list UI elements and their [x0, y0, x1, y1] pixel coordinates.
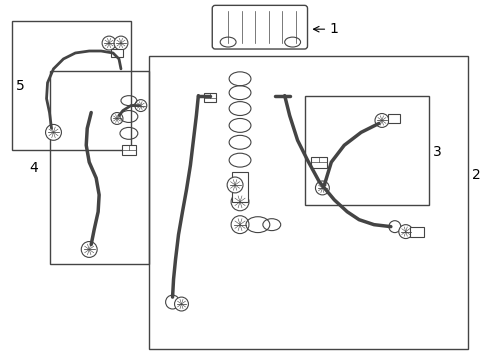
- Circle shape: [231, 193, 249, 211]
- Text: 1: 1: [329, 22, 338, 36]
- Text: 3: 3: [433, 145, 441, 159]
- Circle shape: [316, 181, 329, 195]
- Circle shape: [111, 113, 123, 125]
- Bar: [149, 56, 468, 349]
- Circle shape: [135, 100, 147, 112]
- Bar: [312, 157, 327, 168]
- Circle shape: [174, 297, 189, 311]
- Circle shape: [114, 36, 128, 50]
- Text: 2: 2: [472, 168, 481, 182]
- Bar: [12, 21, 131, 150]
- Circle shape: [399, 225, 413, 239]
- Circle shape: [231, 216, 249, 234]
- FancyBboxPatch shape: [212, 5, 308, 49]
- Circle shape: [227, 177, 243, 193]
- Text: 4: 4: [30, 161, 38, 175]
- Circle shape: [46, 125, 61, 140]
- Circle shape: [389, 221, 401, 233]
- Text: 5: 5: [16, 79, 24, 93]
- Bar: [388, 114, 400, 123]
- Circle shape: [102, 36, 116, 50]
- Bar: [122, 145, 136, 155]
- Bar: [49, 71, 149, 264]
- Bar: [111, 49, 123, 57]
- Bar: [232, 172, 248, 202]
- Circle shape: [166, 295, 179, 309]
- Circle shape: [375, 113, 389, 127]
- Circle shape: [81, 242, 97, 257]
- Bar: [305, 96, 429, 205]
- Bar: [204, 93, 216, 102]
- Bar: [410, 227, 424, 237]
